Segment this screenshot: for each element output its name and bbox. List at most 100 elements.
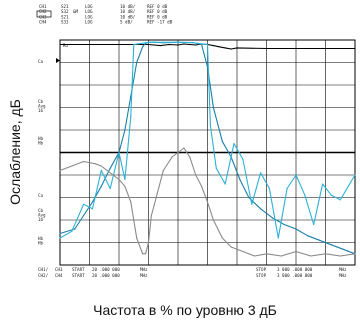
series-point (106, 169, 108, 172)
series-point (304, 194, 306, 196)
header-channel: CH2 (39, 9, 47, 14)
series-point (71, 230, 73, 232)
footer-stop-key: STOP (256, 273, 267, 278)
series-point (283, 223, 285, 226)
series-point (112, 174, 114, 176)
footer-stop-value: 3 000 .000 000 (277, 267, 313, 272)
series-point (209, 124, 211, 127)
series-point (159, 45, 161, 47)
series-point (156, 192, 158, 194)
left-channel-label: Ca (38, 193, 44, 198)
y-axis-label: Ослабление, дБ (7, 99, 23, 205)
series-point (195, 174, 197, 176)
series-point (171, 156, 173, 158)
series-point (265, 253, 268, 255)
series-point (233, 142, 235, 145)
series-point (59, 237, 61, 239)
footer-channel-2: CH3 (55, 267, 63, 272)
series-point (265, 47, 268, 50)
header-scale: 10 dB/ (120, 4, 136, 9)
active-channel-box (36, 10, 52, 18)
series-point (310, 255, 312, 257)
series-point (342, 248, 344, 250)
header-param: S33 (61, 20, 69, 25)
series-point (177, 41, 179, 43)
series-point (354, 253, 356, 255)
series-point (192, 42, 194, 44)
x-axis-label: Частота в % по уровню 3 дБ (93, 302, 277, 318)
header-ref: REF 0 dB (147, 4, 168, 9)
left-channel-label: Hb Hb (38, 136, 44, 146)
series-point (91, 208, 94, 210)
series-point (295, 174, 297, 176)
left-channel-label: Cb Avg 16 (38, 99, 46, 113)
series-point (183, 147, 185, 149)
series-point (230, 246, 232, 248)
series-line (59, 41, 356, 239)
series-point (118, 151, 120, 154)
series-point (280, 255, 282, 257)
series-point (83, 214, 85, 217)
footer-area: CH1/CH3 START 20 .000 000 MHz STOP 3 000 .000… (38, 267, 347, 278)
left-channel-labels: Ca Cb Avg 16 Hb Hb Ca Cb Avg 16 Hb Hb (38, 58, 60, 246)
header-flag: &M (73, 9, 79, 14)
series-point (236, 47, 238, 49)
series-point (322, 183, 324, 185)
series-point (239, 178, 241, 181)
series-point (189, 43, 191, 46)
header-scale: 10 dB/ (120, 9, 136, 14)
header-scale: 10 dB/ (120, 14, 136, 19)
series-point (59, 43, 61, 46)
series-point (124, 129, 126, 131)
series-point (133, 43, 135, 46)
series-point (83, 203, 85, 205)
footer-start-key: START (72, 267, 85, 272)
footer-start-unit: MHz (140, 267, 148, 272)
series-point (230, 48, 232, 50)
footer-channel: CH1/ (38, 267, 49, 272)
series-point (339, 199, 341, 201)
series-point (295, 228, 297, 230)
series-point (206, 43, 209, 46)
series-point (177, 151, 179, 154)
series-point (142, 253, 144, 255)
series-point (109, 167, 111, 169)
series-point (94, 163, 96, 165)
footer-stop-unit: MHz (339, 273, 347, 278)
series-point (124, 185, 126, 187)
footer-start-value: 20 .000 000 (92, 267, 120, 272)
series-point (118, 178, 120, 181)
series-point (177, 44, 179, 46)
header-format: LOG (85, 20, 93, 25)
series-point (168, 43, 170, 46)
series-point (212, 45, 214, 47)
series-point (330, 244, 332, 246)
series-point (109, 187, 111, 190)
series-point (59, 232, 61, 235)
series-point (145, 253, 147, 255)
left-channel-label: Cb Avg 16 (38, 208, 46, 222)
series-point (74, 228, 76, 230)
series-point (277, 237, 279, 239)
series-group (59, 147, 356, 257)
header-format: LOG (85, 9, 93, 14)
series-point (339, 255, 341, 257)
series-point (307, 235, 309, 237)
reference-arrow-icon (56, 58, 60, 63)
footer-start-key: START (72, 273, 85, 278)
series-point (260, 172, 262, 174)
series-point (295, 250, 297, 253)
header-channel: CH3 (39, 14, 47, 19)
series-point (195, 44, 197, 46)
series-point (124, 178, 126, 181)
series-point (224, 47, 226, 49)
series-point (130, 201, 132, 203)
series-point (313, 223, 315, 226)
header-ref: REF -17 dB (147, 20, 173, 25)
header-format: LOG (85, 4, 93, 9)
header-format: LOG (85, 14, 93, 19)
header-ref: REF 0 dB (147, 14, 168, 19)
header-param: S21 (61, 14, 69, 19)
series-point (142, 46, 144, 48)
